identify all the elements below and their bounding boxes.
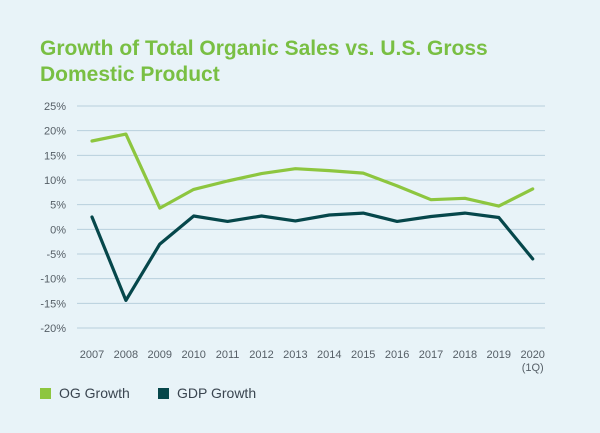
- x-tick-label: 2018: [453, 349, 477, 361]
- series-line-gdp-growth: [90, 211, 535, 302]
- x-tick-label: 2012: [249, 349, 273, 361]
- legend-label: GDP Growth: [177, 385, 256, 401]
- x-tick-label: 2009: [148, 349, 172, 361]
- x-tick-label: 2007: [80, 349, 104, 361]
- x-tick-label: 2020 (1Q): [520, 349, 544, 374]
- y-tick-label: 0%: [50, 224, 66, 236]
- y-tick-label: 25%: [44, 101, 66, 113]
- x-tick-label: 2016: [385, 349, 409, 361]
- legend-swatch: [158, 388, 169, 399]
- y-tick-label: 20%: [44, 126, 66, 138]
- y-tick-label: -10%: [40, 274, 66, 286]
- x-tick-label: 2010: [181, 349, 205, 361]
- y-tick-label: -20%: [40, 323, 66, 335]
- x-tick-label: 2008: [114, 349, 138, 361]
- x-tick-label: 2017: [419, 349, 443, 361]
- y-tick-label: 15%: [44, 150, 66, 162]
- chart-title: Growth of Total Organic Sales vs. U.S. G…: [40, 37, 488, 86]
- legend-label: OG Growth: [59, 385, 130, 401]
- y-tick-label: -5%: [46, 249, 66, 261]
- x-tick-label: 2011: [216, 349, 240, 361]
- x-tick-label: 2013: [283, 349, 307, 361]
- y-tick-label: 5%: [50, 200, 66, 212]
- legend-swatch: [40, 388, 51, 399]
- x-tick-label: 2019: [487, 349, 511, 361]
- y-tick-label: -15%: [40, 298, 66, 310]
- x-tick-label: 2014: [317, 349, 341, 361]
- y-tick-label: 10%: [44, 175, 66, 187]
- x-tick-label: 2015: [351, 349, 375, 361]
- series-line-og-growth: [90, 132, 535, 210]
